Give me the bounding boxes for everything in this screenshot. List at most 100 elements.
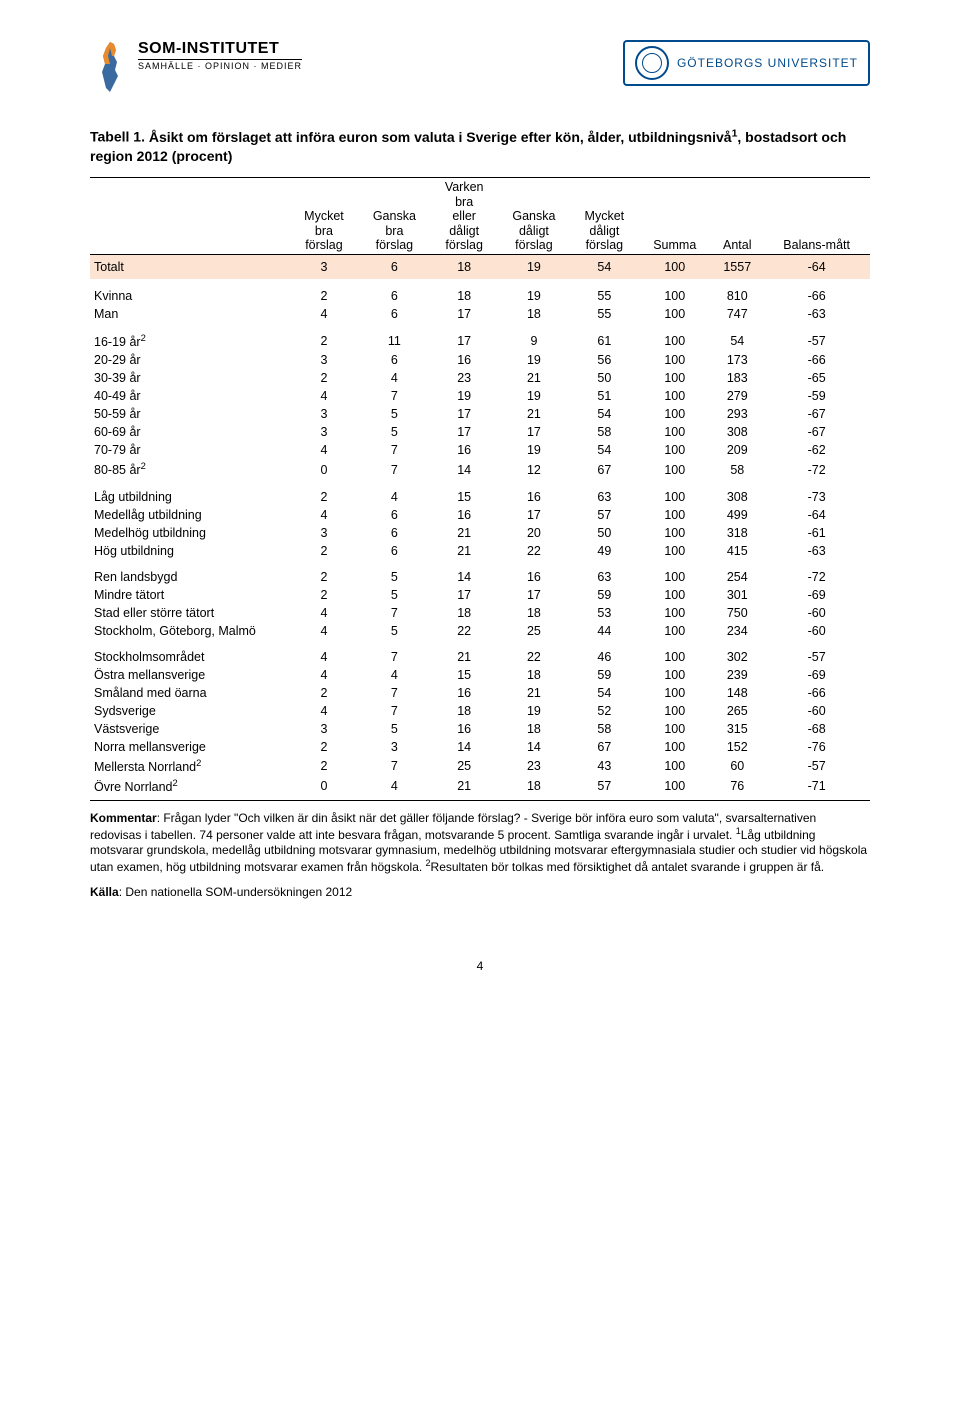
cell: 17 xyxy=(431,305,498,323)
row-label: Man xyxy=(90,305,290,323)
cell: 17 xyxy=(431,423,498,441)
som-logo: SOM-INSTITUTET SAMHÄLLE · OPINION · MEDI… xyxy=(90,40,302,96)
column-header: Antal xyxy=(711,178,763,255)
cell: 100 xyxy=(638,305,711,323)
cell: 2 xyxy=(290,560,358,586)
cell: 100 xyxy=(638,776,711,801)
table-row: Övre Norrland20421185710076-71 xyxy=(90,776,870,801)
cell: 21 xyxy=(431,524,498,542)
cell: 17 xyxy=(431,405,498,423)
cell: 7 xyxy=(358,459,431,479)
row-label: Stad eller större tätort xyxy=(90,604,290,622)
cell: 19 xyxy=(431,387,498,405)
row-label: Mellersta Norrland2 xyxy=(90,756,290,776)
cell: 7 xyxy=(358,640,431,666)
table-row: Småland med öarna27162154100148-66 xyxy=(90,684,870,702)
column-header: Ganskadåligtförslag xyxy=(497,178,570,255)
cell: 51 xyxy=(570,387,638,405)
cell: 7 xyxy=(358,604,431,622)
gu-name: GÖTEBORGS UNIVERSITET xyxy=(677,56,858,70)
cell: 17 xyxy=(497,506,570,524)
cell: 100 xyxy=(638,441,711,459)
cell: -59 xyxy=(763,387,870,405)
cell: 22 xyxy=(431,622,498,640)
cell: 2 xyxy=(290,756,358,776)
cell: 19 xyxy=(497,387,570,405)
group-education: Låg utbildning24151663100308-73Medellåg … xyxy=(90,480,870,560)
cell: 17 xyxy=(431,323,498,351)
table-row: Stad eller större tätort47181853100750-6… xyxy=(90,604,870,622)
cell: 6 xyxy=(358,279,431,305)
cell: -61 xyxy=(763,524,870,542)
page-number: 4 xyxy=(90,959,870,973)
cell: 152 xyxy=(711,738,763,756)
cell: -66 xyxy=(763,351,870,369)
column-header: Mycketdåligtförslag xyxy=(570,178,638,255)
cell: 19 xyxy=(497,351,570,369)
cell: -72 xyxy=(763,459,870,479)
cell: 25 xyxy=(497,622,570,640)
row-label: Mindre tätort xyxy=(90,586,290,604)
group-age: 16-19 år22111796110054-5720-29 år3616195… xyxy=(90,323,870,479)
cell: 2 xyxy=(290,480,358,506)
cell: 54 xyxy=(570,441,638,459)
table-row: Stockholm, Göteborg, Malmö45222544100234… xyxy=(90,622,870,640)
cell: 301 xyxy=(711,586,763,604)
cell: 148 xyxy=(711,684,763,702)
cell: -67 xyxy=(763,405,870,423)
cell: 12 xyxy=(497,459,570,479)
cell: 7 xyxy=(358,387,431,405)
cell: 17 xyxy=(431,586,498,604)
row-label: Hög utbildning xyxy=(90,542,290,560)
cell: 15 xyxy=(431,666,498,684)
cell: -71 xyxy=(763,776,870,801)
cell: -69 xyxy=(763,666,870,684)
cell: 4 xyxy=(358,666,431,684)
cell: 100 xyxy=(638,666,711,684)
cell: 16 xyxy=(497,480,570,506)
cell: 234 xyxy=(711,622,763,640)
cell: 19 xyxy=(497,702,570,720)
cell: 100 xyxy=(638,459,711,479)
cell: 100 xyxy=(638,255,711,280)
cell: 308 xyxy=(711,423,763,441)
header-row: SOM-INSTITUTET SAMHÄLLE · OPINION · MEDI… xyxy=(90,40,870,96)
cell: 18 xyxy=(431,255,498,280)
row-label: Kvinna xyxy=(90,279,290,305)
cell: 302 xyxy=(711,640,763,666)
cell: 52 xyxy=(570,702,638,720)
cell: 100 xyxy=(638,351,711,369)
gu-logo: GÖTEBORGS UNIVERSITET xyxy=(623,40,870,86)
cell: 23 xyxy=(431,369,498,387)
column-header: Mycketbraförslag xyxy=(290,178,358,255)
table-row: Mindre tätort25171759100301-69 xyxy=(90,586,870,604)
row-label: 70-79 år xyxy=(90,441,290,459)
kalla-label: Källa xyxy=(90,885,119,899)
row-label: 16-19 år2 xyxy=(90,323,290,351)
cell: 100 xyxy=(638,506,711,524)
cell: 21 xyxy=(497,405,570,423)
kommentar-label: Kommentar xyxy=(90,811,157,825)
table-row: Man46171855100747-63 xyxy=(90,305,870,323)
row-label: Västsverige xyxy=(90,720,290,738)
row-label: Övre Norrland2 xyxy=(90,776,290,801)
cell: 318 xyxy=(711,524,763,542)
cell: -57 xyxy=(763,640,870,666)
cell: -63 xyxy=(763,542,870,560)
cell: 16 xyxy=(431,351,498,369)
cell: 100 xyxy=(638,586,711,604)
cell: -69 xyxy=(763,586,870,604)
cell: 4 xyxy=(358,480,431,506)
row-label: Medelhög utbildning xyxy=(90,524,290,542)
cell: 279 xyxy=(711,387,763,405)
cell: 19 xyxy=(497,255,570,280)
cell: 747 xyxy=(711,305,763,323)
som-subtitle: SAMHÄLLE · OPINION · MEDIER xyxy=(138,59,302,71)
cell: 2 xyxy=(290,542,358,560)
cell: 7 xyxy=(358,684,431,702)
cell: 19 xyxy=(497,441,570,459)
cell: 239 xyxy=(711,666,763,684)
column-header: Balans-mått xyxy=(763,178,870,255)
table-row: Hög utbildning26212249100415-63 xyxy=(90,542,870,560)
table-row: 60-69 år35171758100308-67 xyxy=(90,423,870,441)
